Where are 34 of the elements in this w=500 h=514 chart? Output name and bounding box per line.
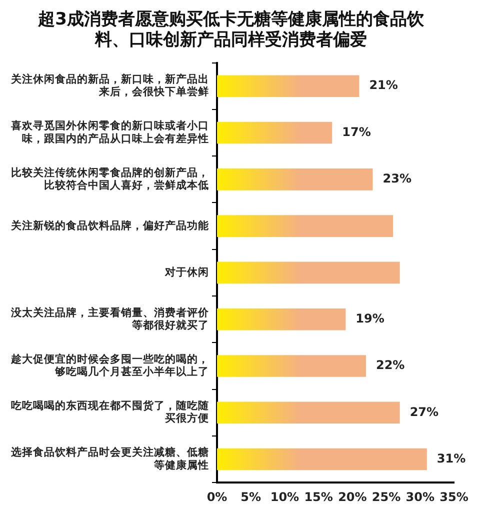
x-tick-label: 30% <box>406 490 435 504</box>
y-tick-label: 喜欢寻觅国外休闲零食的新口味或者小口味，跟国内的产品从口味上会有差异性 <box>10 119 209 145</box>
y-tick-label: 没太关注品牌，主要看销量、消费者评价等都很好就买了 <box>10 306 210 332</box>
bar <box>217 75 360 98</box>
data-label: 31% <box>436 451 466 466</box>
x-tick-label: 15% <box>304 490 333 504</box>
y-tick-label: 关注休闲食品的新品，新口味，新产品出来后，会很快下单尝鲜 <box>10 72 209 98</box>
data-label: 23% <box>382 172 412 186</box>
bar <box>217 355 366 377</box>
x-tick-label: 35% <box>440 490 468 504</box>
y-tick-label: 趁大促便宜的时候会多囤一些吃的喝的，够吃喝几个月甚至小半年以上了 <box>10 352 209 378</box>
y-tick-label: 吃吃喝喝的东西现在都不囤货了，随吃随买很方便 <box>11 399 210 425</box>
x-tick-label: 5% <box>240 490 262 504</box>
bar <box>217 262 400 284</box>
bar <box>217 168 373 190</box>
y-tick-label: 比较关注传统休闲零食品牌的创新产品，比较符合中国人喜好，尝鲜成本低 <box>11 166 209 192</box>
x-tick-label: 25% <box>372 490 401 504</box>
data-label: 27% <box>410 404 439 419</box>
chart-title: 超3成消费者愿意购买低卡无糖等健康属性的食品饮料、口味创新产品同样受消费者偏爱 <box>37 10 425 50</box>
data-label: 17% <box>342 124 371 139</box>
bar <box>217 402 400 424</box>
data-label: 19% <box>356 311 384 326</box>
y-tick-label: 关注新锐的食品饮料品牌，偏好产品功能 <box>10 218 210 232</box>
bar <box>217 215 394 237</box>
x-tick-label: 10% <box>270 490 300 504</box>
bar <box>217 448 427 470</box>
bar <box>217 122 332 144</box>
x-tick-label: 20% <box>338 490 367 504</box>
data-label: 21% <box>369 78 398 92</box>
x-tick-label: 0% <box>206 490 228 504</box>
data-label: 22% <box>376 358 405 372</box>
y-tick-label: 选择食品饮料产品时会更关注减糖、低糖等健康属性 <box>10 446 209 472</box>
bar <box>217 308 346 330</box>
y-tick-label: 对于休闲 <box>164 265 209 278</box>
